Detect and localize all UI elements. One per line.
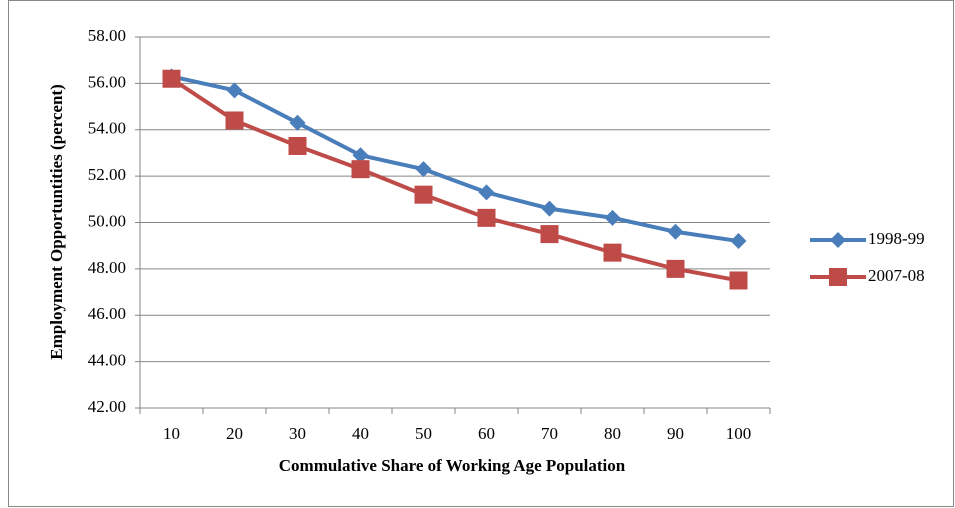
- y-tick-label: 56.00: [88, 72, 126, 91]
- marker: [352, 147, 369, 164]
- x-tick-label: 30: [289, 424, 306, 443]
- y-tick-label: 44.00: [88, 351, 126, 370]
- x-tick-label: 100: [726, 424, 752, 443]
- x-axis-label: Commulative Share of Working Age Populat…: [279, 456, 626, 475]
- x-tick-label: 20: [226, 424, 243, 443]
- y-tick-label: 52.00: [88, 165, 126, 184]
- x-tick-label: 10: [163, 424, 180, 443]
- y-tick-label: 54.00: [88, 119, 126, 138]
- marker: [289, 114, 306, 131]
- marker: [226, 82, 243, 99]
- legend-label: 2007-08: [868, 266, 925, 285]
- x-tick-label: 50: [415, 424, 432, 443]
- chart-frame: [8, 0, 954, 507]
- legend-label: 1998-99: [868, 229, 925, 248]
- marker: [730, 233, 747, 250]
- marker: [414, 185, 433, 204]
- series-line: [170, 77, 739, 283]
- y-tick-label: 42.00: [88, 397, 126, 416]
- x-tick-label: 60: [478, 424, 495, 443]
- marker: [829, 268, 847, 286]
- x-tick-label: 40: [352, 424, 369, 443]
- marker: [667, 223, 684, 240]
- marker: [604, 209, 621, 226]
- marker: [478, 184, 495, 201]
- y-tick-label: 48.00: [88, 258, 126, 277]
- marker: [415, 161, 432, 178]
- marker: [477, 208, 496, 227]
- marker: [541, 200, 558, 217]
- marker: [666, 259, 685, 278]
- y-axis-label: Employment Opportuntities (percent): [47, 84, 66, 359]
- marker: [162, 69, 181, 88]
- marker: [225, 111, 244, 130]
- marker: [288, 136, 307, 155]
- y-tick-label: 50.00: [88, 211, 126, 230]
- marker: [729, 271, 748, 290]
- marker: [351, 160, 370, 179]
- y-tick-label: 46.00: [88, 304, 126, 323]
- marker: [540, 225, 559, 244]
- x-tick-label: 80: [604, 424, 621, 443]
- x-tick-label: 90: [667, 424, 684, 443]
- y-tick-label: 58.00: [88, 26, 126, 45]
- marker: [830, 232, 846, 248]
- marker: [603, 243, 622, 262]
- x-tick-label: 70: [541, 424, 558, 443]
- series-line: [171, 74, 739, 244]
